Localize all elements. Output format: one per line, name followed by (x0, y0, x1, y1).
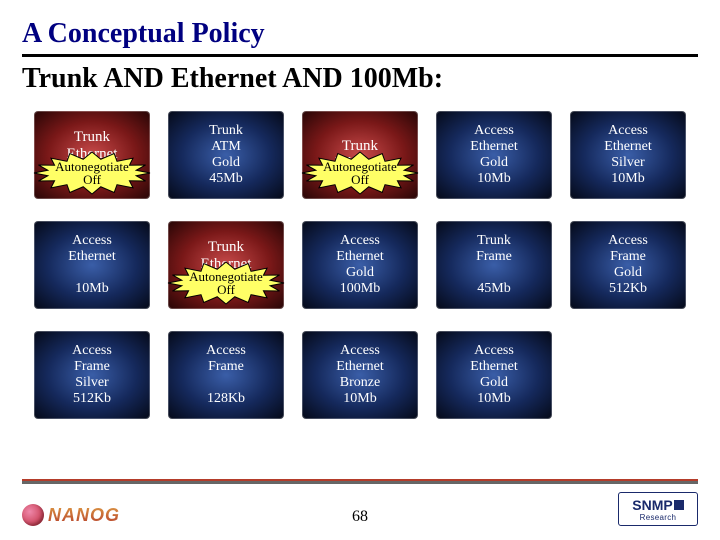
card-line: Bronze (340, 375, 380, 391)
card-line: Access (608, 233, 648, 249)
card-line: 45Mb (209, 171, 242, 187)
grid-cell: AccessFrameSilver512Kb (28, 325, 156, 425)
policy-card: AccessFrameSilver512Kb (34, 331, 150, 419)
policy-card: TrunkATMGold45Mb (168, 111, 284, 199)
policy-card: AccessEthernetGold100Mb (302, 221, 418, 309)
card-line: Ethernet (335, 155, 386, 172)
policy-card: AccessFrame 128Kb (168, 331, 284, 419)
card-line: Access (474, 343, 514, 359)
grid-cell: AccessEthernetGold10Mb (430, 325, 558, 425)
card-line: Ethernet (201, 256, 252, 273)
card-line: Access (340, 343, 380, 359)
card-line: 10Mb (477, 391, 510, 407)
policy-card: AccessEthernetBronze10Mb (302, 331, 418, 419)
card-line: Ethernet (604, 139, 651, 155)
card-line: Gold (212, 155, 240, 171)
card-line: Frame (476, 249, 512, 265)
card-line: Access (340, 233, 380, 249)
footer-rule (22, 481, 698, 484)
card-line: Gold (346, 265, 374, 281)
grid-cell: AccessEthernetBronze10Mb (296, 325, 424, 425)
card-line: 128Kb (207, 391, 245, 407)
policy-card: TrunkEthernetGold (34, 111, 150, 199)
card-line: Trunk (342, 138, 378, 155)
slide: A Conceptual Policy Trunk AND Ethernet A… (0, 0, 720, 540)
card-line: Gold (614, 265, 642, 281)
page-number: 68 (0, 508, 720, 526)
card-line (492, 265, 496, 281)
grid-cell: AccessFrame 128Kb (162, 325, 290, 425)
policy-card: AccessEthernetGold10Mb (436, 331, 552, 419)
card-line: Frame (208, 359, 244, 375)
card-line: Trunk (477, 233, 511, 249)
policy-card: AccessEthernetGold10Mb (436, 111, 552, 199)
grid-cell: TrunkEthernetSilverAutonegotiateOff (162, 215, 290, 315)
card-line: Trunk (74, 129, 110, 146)
card-grid: TrunkEthernetGoldAutonegotiateOffTrunkAT… (22, 105, 698, 425)
card-line: Gold (480, 155, 508, 171)
card-line: Ethernet (336, 359, 383, 375)
policy-card: AccessFrameGold512Kb (570, 221, 686, 309)
grid-cell: TrunkEthernetAutonegotiateOff (296, 105, 424, 205)
card-line: Ethernet (470, 139, 517, 155)
slide-title: A Conceptual Policy (22, 18, 698, 50)
card-line: 45Mb (477, 281, 510, 297)
grid-cell: AccessEthernet 10Mb (28, 215, 156, 315)
card-line (90, 265, 94, 281)
policy-card: AccessEthernetSilver10Mb (570, 111, 686, 199)
card-line: Silver (75, 375, 108, 391)
policy-card: TrunkEthernetSilver (168, 221, 284, 309)
grid-cell: AccessFrameGold512Kb (564, 215, 692, 315)
card-line: 100Mb (340, 281, 380, 297)
card-line: Gold (480, 375, 508, 391)
card-line: 10Mb (75, 281, 108, 297)
grid-cell: AccessEthernetSilver10Mb (564, 105, 692, 205)
card-line: 512Kb (73, 391, 111, 407)
policy-card: TrunkEthernet (302, 111, 418, 199)
card-line: Access (72, 343, 112, 359)
card-line: Silver (208, 274, 244, 291)
card-line: 10Mb (611, 171, 644, 187)
card-line: Ethernet (336, 249, 383, 265)
card-line: 10Mb (343, 391, 376, 407)
card-line (224, 375, 228, 391)
grid-cell: TrunkEthernetGoldAutonegotiateOff (28, 105, 156, 205)
grid-cell: TrunkFrame 45Mb (430, 215, 558, 315)
card-line: Ethernet (68, 249, 115, 265)
grid-cell: AccessEthernetGold10Mb (430, 105, 558, 205)
card-line: Trunk (208, 239, 244, 256)
card-line: Ethernet (67, 146, 118, 163)
policy-card: AccessEthernet 10Mb (34, 221, 150, 309)
grid-cell: AccessEthernetGold100Mb (296, 215, 424, 315)
card-line: Access (474, 123, 514, 139)
card-line: Silver (611, 155, 644, 171)
card-line: Gold (77, 164, 107, 181)
card-line: Frame (610, 249, 646, 265)
card-line: Access (206, 343, 246, 359)
card-line: 512Kb (609, 281, 647, 297)
card-line: Access (608, 123, 648, 139)
title-rule (22, 54, 698, 57)
policy-card: TrunkFrame 45Mb (436, 221, 552, 309)
card-line: 10Mb (477, 171, 510, 187)
slide-subtitle: Trunk AND Ethernet AND 100Mb: (22, 63, 698, 95)
card-line: ATM (211, 139, 241, 155)
card-line: Ethernet (470, 359, 517, 375)
grid-cell: TrunkATMGold45Mb (162, 105, 290, 205)
card-line: Frame (74, 359, 110, 375)
card-line: Access (72, 233, 112, 249)
card-line: Trunk (209, 123, 243, 139)
